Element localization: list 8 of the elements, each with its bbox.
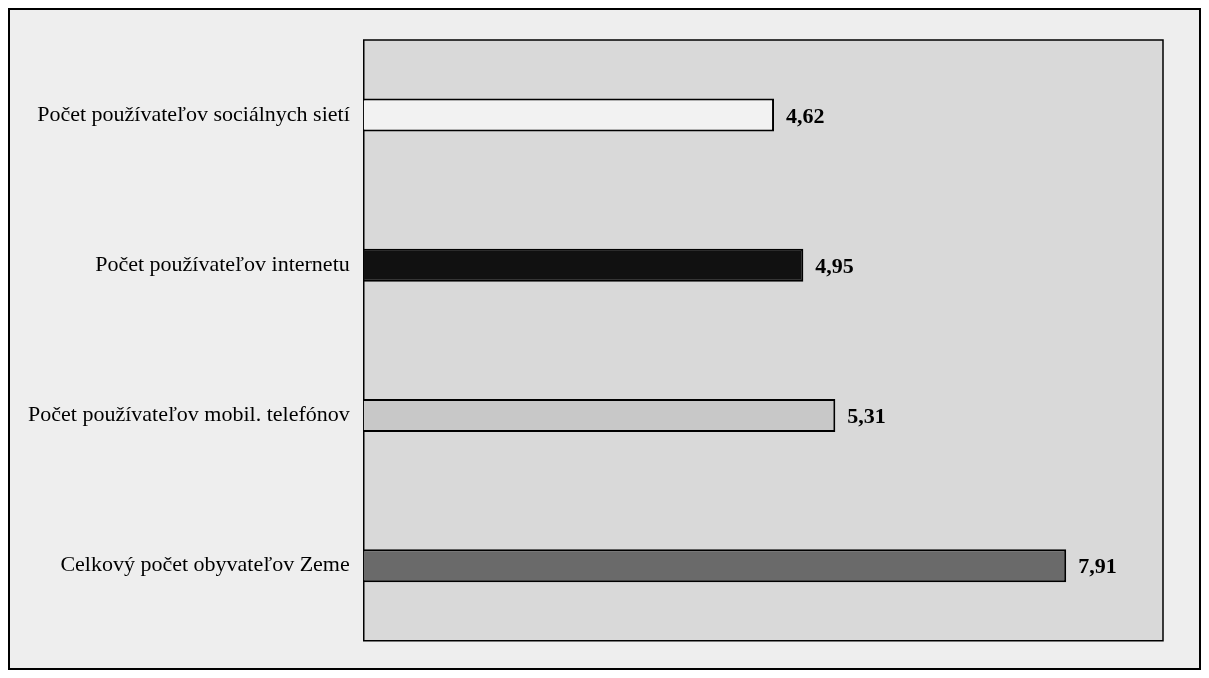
data-label: 5,31 (847, 403, 886, 429)
data-label: 4,62 (786, 102, 825, 128)
y-tick-label: Počet používateľov internetu (95, 251, 350, 277)
y-tick-label: Počet používateľov mobil. telefónov (28, 401, 350, 427)
data-label: 4,95 (815, 252, 854, 278)
y-tick-label: Celkový počet obyvateľov Zeme (60, 551, 350, 577)
y-tick-label: Počet používateľov sociálnych sietí (37, 100, 350, 126)
data-label: 7,91 (1078, 553, 1117, 579)
